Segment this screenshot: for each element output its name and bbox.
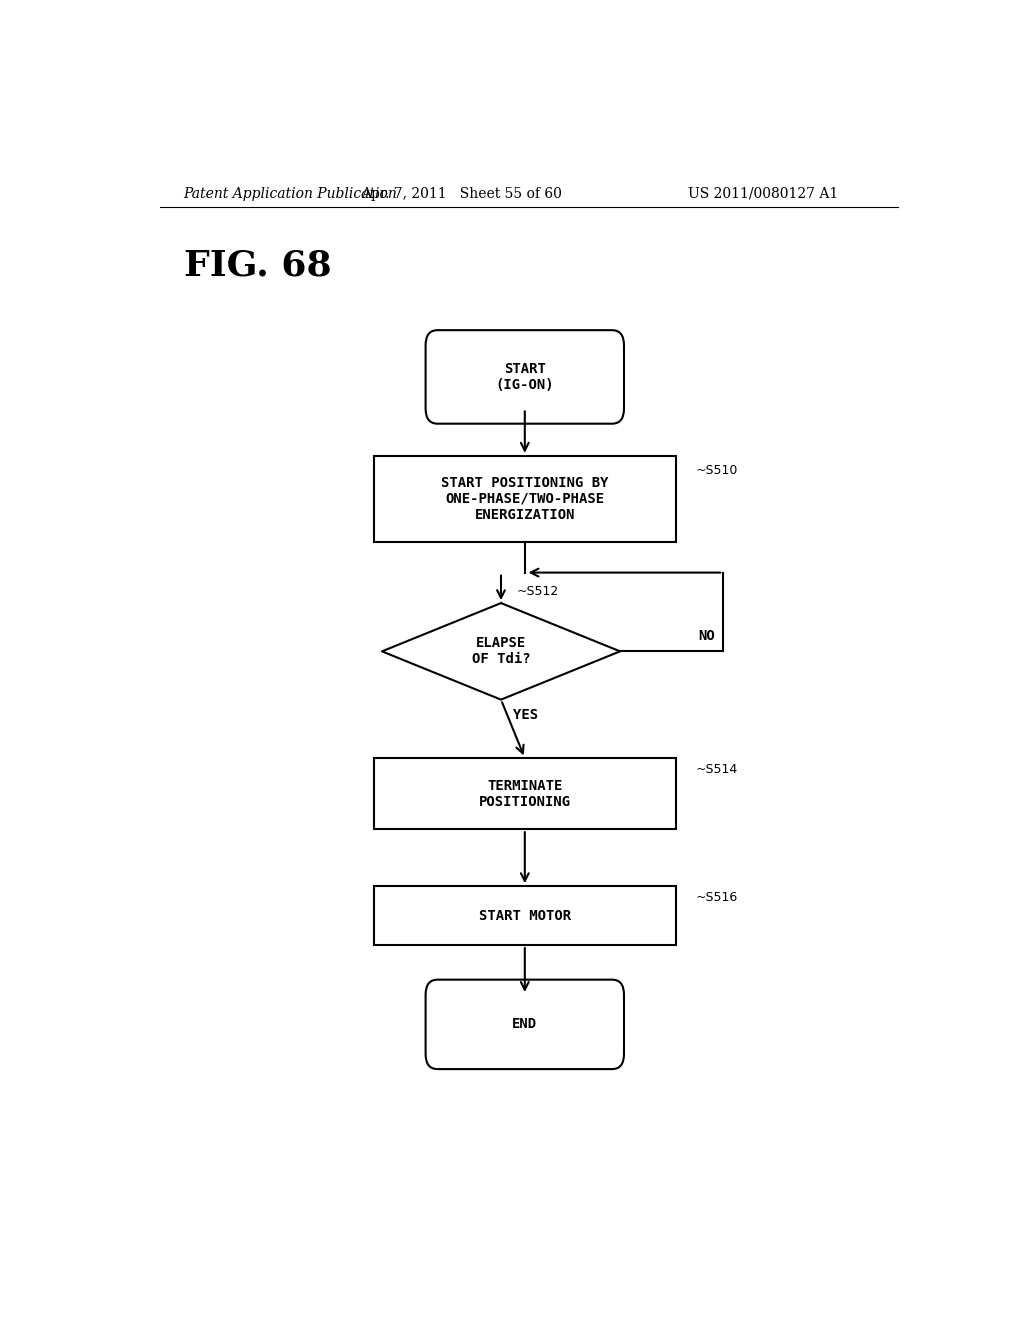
Text: START POSITIONING BY
ONE-PHASE/TWO-PHASE
ENERGIZATION: START POSITIONING BY ONE-PHASE/TWO-PHASE… [441, 475, 608, 523]
Text: ~S514: ~S514 [695, 763, 737, 776]
Text: NO: NO [698, 630, 715, 643]
Text: ~S512: ~S512 [517, 585, 559, 598]
Text: YES: YES [513, 708, 538, 722]
Text: START MOTOR: START MOTOR [479, 908, 570, 923]
Bar [374, 455, 676, 543]
Text: FIG. 68: FIG. 68 [183, 248, 331, 282]
FancyBboxPatch shape [426, 330, 624, 424]
FancyBboxPatch shape [426, 979, 624, 1069]
Bar [374, 758, 676, 829]
Bar [374, 886, 676, 945]
Text: Apr. 7, 2011   Sheet 55 of 60: Apr. 7, 2011 Sheet 55 of 60 [360, 187, 562, 201]
Text: US 2011/0080127 A1: US 2011/0080127 A1 [688, 187, 838, 201]
Text: Patent Application Publication: Patent Application Publication [183, 187, 397, 201]
Text: ~S516: ~S516 [695, 891, 737, 904]
Text: ~S510: ~S510 [695, 463, 738, 477]
Text: ELAPSE
OF Tdi?: ELAPSE OF Tdi? [472, 636, 530, 667]
Text: TERMINATE
POSITIONING: TERMINATE POSITIONING [479, 779, 570, 809]
Text: START
(IG-ON): START (IG-ON) [496, 362, 554, 392]
Text: END: END [512, 1018, 538, 1031]
